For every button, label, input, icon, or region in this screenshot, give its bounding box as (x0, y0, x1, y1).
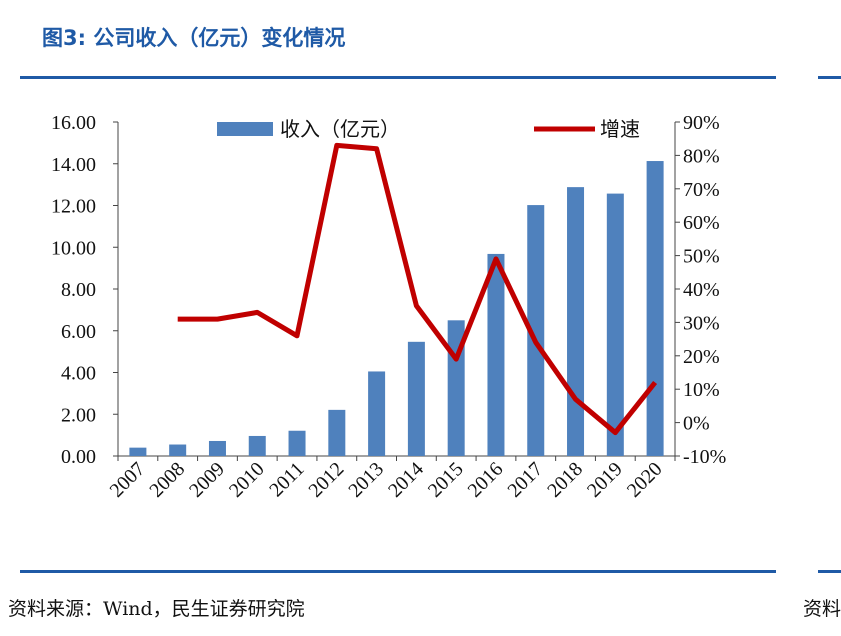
x-category-label: 2017 (503, 458, 547, 502)
right-tick-label: -10% (683, 446, 726, 468)
footer-divider (20, 570, 776, 573)
revenue-bar (288, 430, 306, 456)
x-category-label: 2020 (623, 458, 667, 502)
left-tick-label: 10.00 (51, 237, 96, 259)
revenue-bar (368, 371, 386, 456)
legend-swatch-revenue (217, 122, 273, 136)
revenue-bar (567, 187, 585, 456)
right-tick-label: 10% (683, 379, 720, 401)
x-category-label: 2013 (344, 458, 388, 502)
left-tick-label: 0.00 (61, 446, 96, 468)
legend-label-revenue: 收入（亿元） (280, 118, 400, 141)
x-category-label: 2009 (185, 458, 229, 502)
right-tick-label: 30% (683, 312, 720, 334)
left-tick-label: 4.00 (61, 363, 96, 385)
x-category-label: 2018 (543, 458, 587, 502)
revenue-bars (129, 161, 664, 456)
right-tick-label: 20% (683, 346, 720, 368)
x-category-label: 2007 (106, 458, 150, 502)
source-note: 资料来源：Wind，民生证券研究院 (8, 598, 305, 620)
x-category-label: 2015 (424, 458, 468, 502)
legend-label-growth: 增速 (600, 118, 640, 141)
right-tick-label: 0% (683, 413, 710, 435)
tick-labels: 0.00 2.00 4.00 6.00 8.00 10.00 12.00 14.00 16.00… (51, 112, 726, 502)
next-panel-divider-bottom (818, 570, 841, 573)
x-category-label: 2008 (145, 458, 189, 502)
right-tick-label: 60% (683, 212, 720, 234)
title-divider (20, 76, 776, 79)
right-tick-label: 90% (683, 112, 720, 134)
left-tick-label: 6.00 (61, 321, 96, 343)
right-tick-label: 50% (683, 246, 720, 268)
figure-title: 图3: 公司收入（亿元）变化情况 (42, 26, 346, 50)
x-category-label: 2011 (265, 458, 308, 501)
revenue-bar (129, 447, 147, 456)
revenue-bar (169, 444, 187, 456)
left-tick-label: 8.00 (61, 279, 96, 301)
x-category-label: 2010 (225, 458, 269, 502)
next-panel-source-fragment: 资料 (803, 598, 841, 620)
right-tick-label: 70% (683, 179, 720, 201)
chart-axes (113, 121, 680, 461)
revenue-bar (208, 440, 226, 456)
x-category-label: 2014 (384, 458, 428, 502)
right-tick-label: 80% (683, 145, 720, 167)
next-panel-divider-top (818, 76, 841, 79)
x-category-label: 2012 (305, 458, 349, 502)
left-tick-label: 14.00 (51, 154, 96, 176)
revenue-bar (527, 205, 545, 456)
revenue-bar (328, 409, 346, 456)
right-tick-label: 40% (683, 279, 720, 301)
chart-legend: 收入（亿元） 增速 (217, 118, 640, 141)
revenue-bar (646, 161, 664, 456)
revenue-bar (487, 253, 505, 456)
left-tick-label: 2.00 (61, 404, 96, 426)
x-category-label: 2019 (583, 458, 627, 502)
revenue-bar (407, 341, 425, 456)
x-category-label: 2016 (464, 458, 508, 502)
revenue-bar (248, 435, 266, 456)
left-tick-label: 12.00 (51, 196, 96, 218)
growth-line (177, 142, 658, 436)
left-tick-label: 16.00 (51, 112, 96, 134)
revenue-bar (606, 193, 624, 456)
growth-line-series (177, 142, 658, 436)
